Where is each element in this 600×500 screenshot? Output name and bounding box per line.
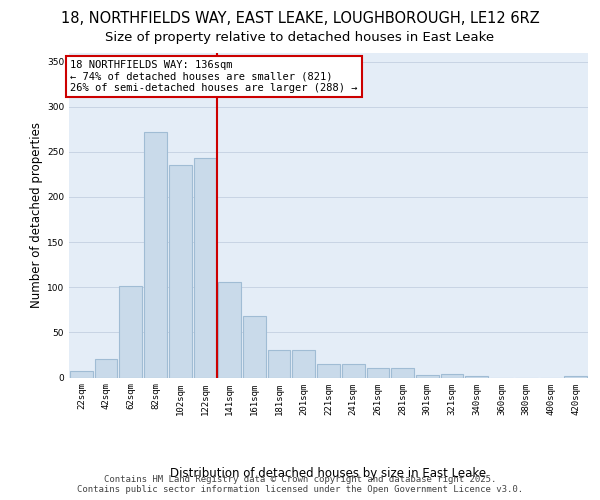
Bar (317, 364, 340, 378)
Bar (70, 371, 93, 378)
Y-axis label: Number of detached properties: Number of detached properties (30, 122, 43, 308)
Text: 18 NORTHFIELDS WAY: 136sqm
← 74% of detached houses are smaller (821)
26% of sem: 18 NORTHFIELDS WAY: 136sqm ← 74% of deta… (70, 60, 358, 93)
Text: Size of property relative to detached houses in East Leake: Size of property relative to detached ho… (106, 31, 494, 44)
Bar (268, 350, 290, 378)
X-axis label: Distribution of detached houses by size in East Leake: Distribution of detached houses by size … (170, 468, 487, 480)
Bar (441, 374, 463, 378)
Bar (292, 350, 315, 378)
Bar (342, 364, 365, 378)
Bar (95, 358, 118, 378)
Bar (367, 368, 389, 378)
Bar (243, 316, 266, 378)
Bar (466, 376, 488, 378)
Text: Contains HM Land Registry data © Crown copyright and database right 2025.
Contai: Contains HM Land Registry data © Crown c… (77, 474, 523, 494)
Text: 18, NORTHFIELDS WAY, EAST LEAKE, LOUGHBOROUGH, LE12 6RZ: 18, NORTHFIELDS WAY, EAST LEAKE, LOUGHBO… (61, 11, 539, 26)
Bar (218, 282, 241, 378)
Bar (194, 158, 216, 378)
Bar (169, 166, 191, 378)
Bar (119, 286, 142, 378)
Bar (564, 376, 587, 378)
Bar (144, 132, 167, 378)
Bar (391, 368, 414, 378)
Bar (416, 375, 439, 378)
